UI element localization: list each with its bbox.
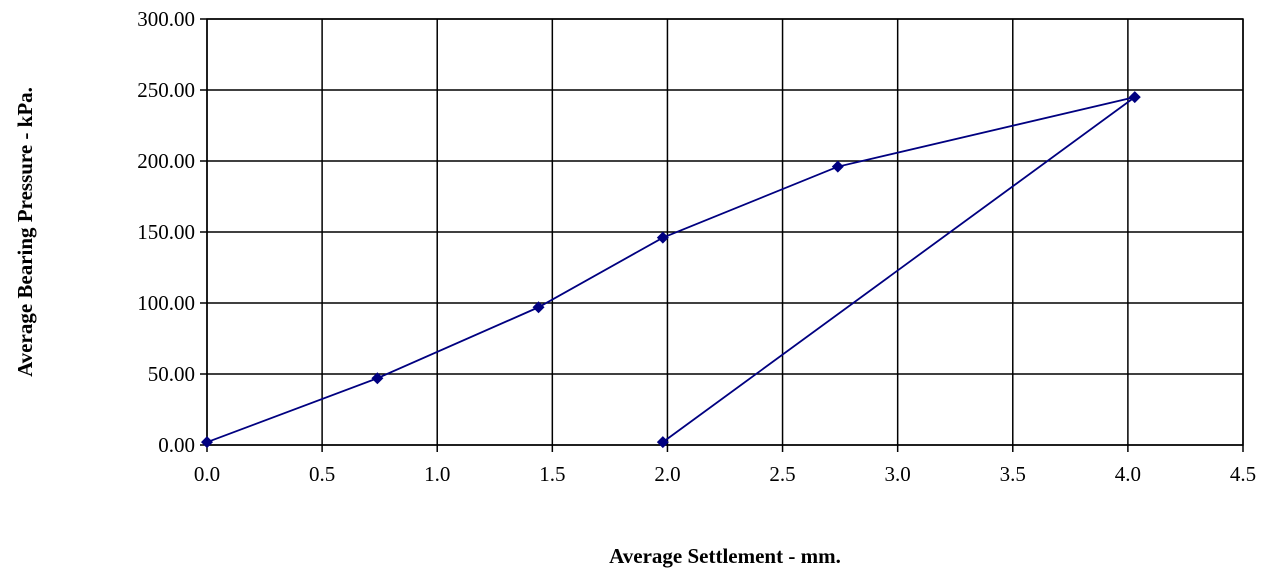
y-tick-label: 0.00 (158, 433, 195, 457)
x-tick-label: 1.5 (539, 462, 565, 486)
y-tick-label: 200.00 (137, 149, 195, 173)
y-tick-label: 250.00 (137, 78, 195, 102)
y-axis-title: Average Bearing Pressure - kPa. (13, 87, 37, 377)
series-line (206, 96, 1136, 444)
series-group (201, 91, 1141, 449)
x-axis-title: Average Settlement - mm. (609, 544, 841, 568)
x-tick-label: 0.5 (309, 462, 335, 486)
x-tick-label: 2.5 (769, 462, 795, 486)
x-tick-label: 3.5 (1000, 462, 1026, 486)
data-point-marker (201, 436, 213, 449)
data-point-marker (656, 436, 669, 449)
y-tick-label: 300.00 (137, 7, 195, 31)
data-point-marker (371, 372, 384, 385)
data-point-marker (532, 301, 545, 314)
plot-area (206, 18, 1244, 446)
x-tick-label: 4.5 (1230, 462, 1256, 486)
x-tick-label: 4.0 (1115, 462, 1141, 486)
y-axis-ticks: 0.00 50.00 100.00 150.00 200.00 250.00 300.00 (137, 7, 195, 457)
y-tick-label: 50.00 (148, 362, 195, 386)
data-point-marker (656, 231, 669, 244)
y-tick-label: 150.00 (137, 220, 195, 244)
x-tick-label: 1.0 (424, 462, 450, 486)
data-point-marker (831, 160, 844, 173)
y-tick-label: 100.00 (137, 291, 195, 315)
x-tick-label: 2.0 (654, 462, 680, 486)
x-tick-label: 3.0 (885, 462, 911, 486)
x-axis-ticks: 0.0 0.5 1.0 1.5 2.0 2.5 3.0 3.5 4.0 4.5 (194, 462, 1256, 486)
x-tick-label: 0.0 (194, 462, 220, 486)
data-point-marker (1128, 91, 1141, 104)
